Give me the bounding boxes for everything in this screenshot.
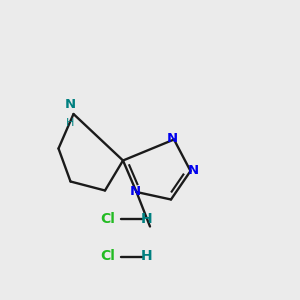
Text: N: N [167, 132, 178, 146]
Text: H: H [141, 250, 153, 263]
Text: N: N [129, 185, 141, 198]
Text: H: H [141, 212, 153, 226]
Text: N: N [188, 164, 199, 177]
Text: N: N [64, 98, 76, 111]
Text: Cl: Cl [100, 250, 116, 263]
Text: H: H [66, 118, 74, 128]
Text: Cl: Cl [100, 212, 116, 226]
